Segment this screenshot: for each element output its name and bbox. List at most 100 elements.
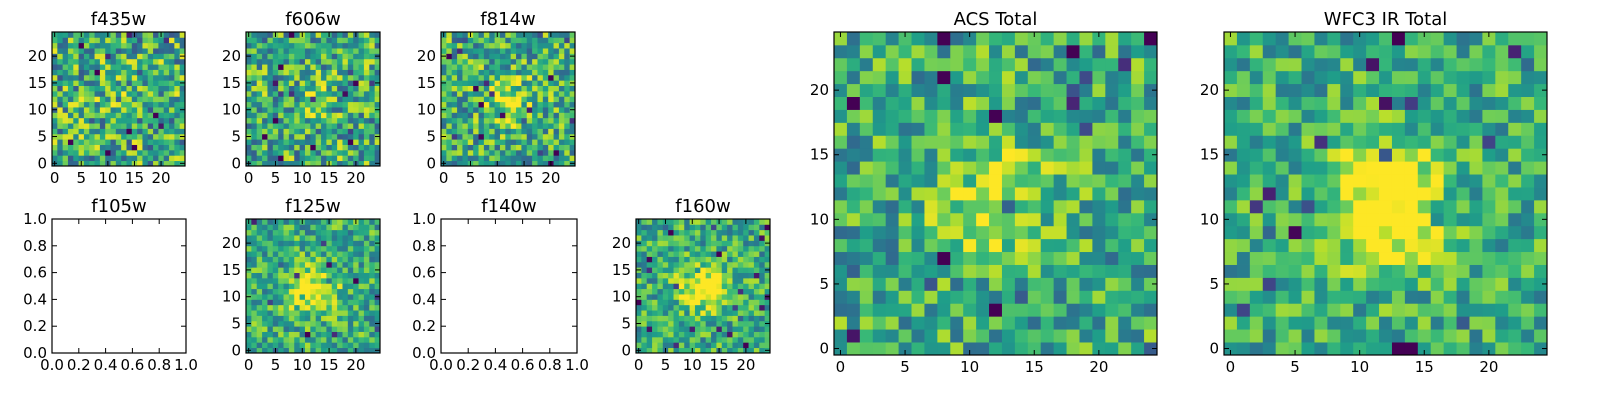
heatmap-cell bbox=[353, 101, 359, 108]
heatmap-cell bbox=[310, 272, 317, 279]
heatmap-cell bbox=[1340, 199, 1354, 214]
heatmap-cell bbox=[267, 96, 274, 103]
heatmap-cell bbox=[78, 139, 85, 145]
heatmap-cell bbox=[1456, 187, 1470, 201]
heatmap-cell bbox=[169, 58, 175, 65]
heatmap-cell bbox=[353, 48, 359, 54]
heatmap-cell bbox=[684, 331, 690, 338]
heatmap-cell bbox=[743, 326, 749, 332]
heatmap-cell bbox=[1521, 96, 1535, 110]
panel-title: f160w bbox=[675, 196, 730, 217]
heatmap-cell bbox=[283, 229, 290, 236]
heatmap-cell bbox=[1144, 83, 1158, 97]
heatmap-cell bbox=[1040, 225, 1055, 240]
heatmap-cell bbox=[1314, 57, 1328, 72]
heatmap-cell bbox=[641, 251, 648, 257]
heatmap-cell bbox=[521, 107, 528, 113]
heatmap-cell bbox=[558, 85, 565, 92]
heatmap-cell bbox=[558, 80, 565, 86]
heatmap-cell bbox=[147, 112, 154, 119]
heatmap-cell bbox=[283, 256, 290, 263]
heatmap-cell bbox=[963, 174, 977, 188]
heatmap-cell bbox=[1301, 329, 1315, 343]
heatmap-cell bbox=[872, 264, 887, 278]
heatmap-cell bbox=[78, 74, 85, 81]
heatmap-cell bbox=[937, 83, 951, 97]
heatmap-cell bbox=[326, 128, 333, 135]
heatmap-cell bbox=[937, 187, 951, 201]
heatmap-cell bbox=[62, 74, 69, 81]
heatmap-cell bbox=[110, 32, 117, 38]
heatmap-cell bbox=[678, 342, 685, 349]
heatmap-cell bbox=[315, 326, 322, 332]
x-tick-label: 0.8 bbox=[147, 356, 171, 374]
heatmap-cell bbox=[564, 80, 571, 86]
heatmap-cell bbox=[1417, 57, 1432, 72]
heatmap-cell bbox=[246, 149, 252, 156]
heatmap-cell bbox=[358, 261, 365, 268]
heatmap-cell bbox=[1144, 316, 1158, 330]
heatmap-cell bbox=[115, 112, 122, 119]
heatmap-cell bbox=[78, 85, 85, 92]
heatmap-cell bbox=[262, 123, 268, 129]
heatmap-cell bbox=[646, 294, 653, 300]
heatmap-cell bbox=[369, 245, 376, 252]
heatmap-cell bbox=[478, 112, 485, 119]
heatmap-cell bbox=[288, 133, 295, 140]
heatmap-cell bbox=[711, 283, 717, 290]
heatmap-cell bbox=[179, 96, 186, 103]
heatmap-cell bbox=[283, 101, 290, 108]
heatmap-cell bbox=[668, 235, 674, 241]
heatmap-cell bbox=[441, 85, 447, 92]
heatmap-cell bbox=[711, 272, 717, 279]
heatmap-cell bbox=[1340, 70, 1354, 85]
heatmap-cell bbox=[859, 44, 874, 59]
heatmap-cell bbox=[326, 149, 333, 156]
heatmap-cell bbox=[1236, 277, 1251, 291]
heatmap-cell bbox=[989, 316, 1003, 330]
heatmap-cell bbox=[288, 37, 295, 44]
heatmap-cell bbox=[1144, 44, 1158, 59]
heatmap-cell bbox=[1079, 251, 1093, 265]
heatmap-cell bbox=[267, 320, 274, 327]
heatmap-cell bbox=[67, 53, 74, 60]
heatmap-cell bbox=[1092, 32, 1106, 46]
heatmap-cell bbox=[1066, 303, 1080, 317]
heatmap-cell bbox=[743, 277, 749, 284]
heatmap-cell bbox=[337, 112, 343, 119]
heatmap-cell bbox=[1118, 57, 1132, 72]
heatmap-cell bbox=[315, 320, 322, 327]
heatmap-cell bbox=[1066, 264, 1080, 278]
heatmap-cell bbox=[748, 251, 755, 257]
heatmap-cell bbox=[179, 64, 186, 70]
heatmap-cell bbox=[532, 32, 538, 38]
y-tick-label: 5 bbox=[426, 128, 436, 146]
heatmap-cell bbox=[457, 69, 463, 76]
heatmap-cell bbox=[342, 326, 349, 332]
heatmap-cell bbox=[304, 101, 311, 108]
heatmap-cell bbox=[99, 155, 106, 162]
heatmap-cell bbox=[294, 261, 300, 268]
heatmap-cell bbox=[526, 101, 533, 108]
heatmap-cell bbox=[374, 42, 381, 49]
heatmap-cell bbox=[147, 123, 154, 129]
heatmap-cell bbox=[1027, 329, 1042, 343]
heatmap-cell bbox=[1053, 212, 1067, 227]
heatmap-cell bbox=[657, 240, 664, 247]
heatmap-cell bbox=[89, 48, 95, 54]
heatmap-cell bbox=[283, 261, 290, 268]
heatmap-cell bbox=[246, 245, 252, 252]
heatmap-cell bbox=[315, 74, 322, 81]
heatmap-cell bbox=[1469, 135, 1483, 149]
heatmap-cell bbox=[553, 48, 560, 54]
heatmap-cell bbox=[147, 149, 154, 156]
heatmap-cell bbox=[353, 256, 359, 263]
heatmap-cell bbox=[1482, 290, 1496, 304]
heatmap-cell bbox=[1131, 264, 1145, 278]
heatmap-cell bbox=[256, 123, 263, 129]
heatmap-cell bbox=[989, 83, 1003, 97]
heatmap-cell bbox=[462, 96, 469, 103]
heatmap-cell bbox=[753, 277, 760, 284]
heatmap-cell bbox=[911, 199, 925, 214]
